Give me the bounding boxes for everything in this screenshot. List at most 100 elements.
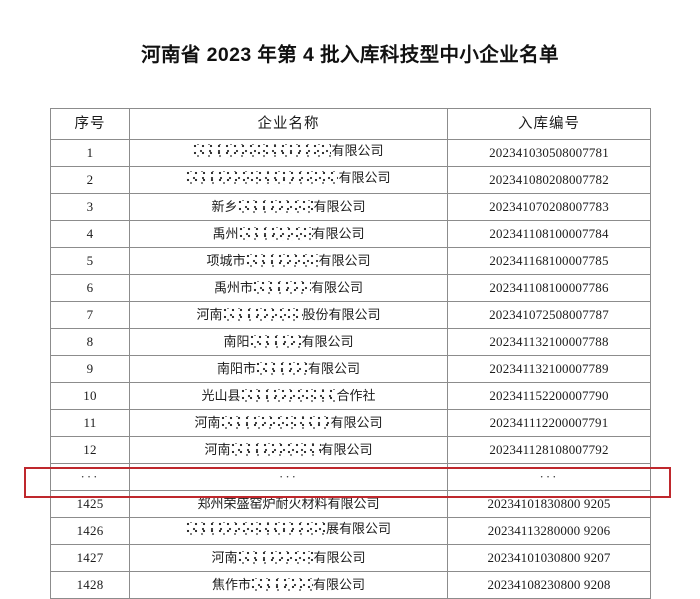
company-name-prefix: 新乡	[211, 198, 238, 214]
registry-table: 序号 企业名称 入库编号 1 有限公司 202341030508007781 2 有限公…	[50, 108, 651, 599]
company-name-suffix: 有限公司	[312, 225, 365, 241]
table-row: 10 光山县 合作社 202341152200007790	[50, 382, 651, 410]
company-name-inner: 河南 股份有限公司	[196, 306, 381, 323]
cell-registry-code: 202341080208007782	[447, 166, 651, 194]
column-header-code: 入库编号	[447, 108, 651, 140]
company-name-suffix: 有限公司	[318, 252, 371, 268]
cell-company-name: 光山县 合作社	[129, 382, 448, 410]
table-row: 1 有限公司 202341030508007781	[50, 139, 651, 167]
table-row: 3 新乡 有限公司 202341070208007783	[50, 193, 651, 221]
redaction-mask	[251, 578, 313, 592]
cell-seq: 1426	[50, 517, 130, 545]
company-name-prefix: ···	[279, 468, 298, 484]
redaction-mask	[193, 144, 332, 159]
company-name-suffix: 有限公司	[301, 333, 354, 349]
company-name-prefix: 光山县	[201, 387, 241, 403]
cell-seq: 11	[50, 409, 130, 437]
company-name-inner: 河南 有限公司	[194, 414, 383, 431]
company-name-inner: 光山县 合作社	[201, 387, 376, 404]
company-name-inner: 焦作市 有限公司	[211, 576, 366, 593]
cell-registry-code: 20234113280000 9206	[447, 517, 651, 545]
cell-registry-code: 202341132100007789	[447, 355, 651, 383]
company-name-suffix: 合作社	[336, 387, 376, 403]
cell-company-name: 禹州市 有限公司	[129, 274, 448, 302]
cell-seq: 6	[50, 274, 130, 302]
cell-company-name: 项城市 有限公司	[129, 247, 448, 275]
redaction-mask	[238, 227, 313, 241]
cell-registry-code: 202341108100007784	[447, 220, 651, 248]
cell-seq: 5	[50, 247, 130, 275]
redaction-mask	[237, 200, 314, 214]
redaction-mask	[253, 281, 311, 295]
cell-seq: 10	[50, 382, 130, 410]
company-name-prefix: 河南	[194, 414, 221, 430]
company-name-suffix: 展有限公司	[325, 520, 391, 536]
company-name-suffix: 有限公司	[313, 549, 366, 565]
cell-company-name: 展有限公司	[129, 517, 448, 545]
company-name-suffix: 有限公司	[313, 576, 366, 592]
table-row: 1425 郑州荣盛窑炉耐火材料有限公司 20234101830800 9205	[50, 490, 651, 518]
column-header-seq: 序号	[50, 108, 130, 140]
company-name-inner: 禹州市 有限公司	[213, 279, 363, 296]
cell-company-name: 河南 有限公司	[129, 544, 448, 572]
cell-registry-code: 202341152200007790	[447, 382, 651, 410]
cell-company-name: 有限公司	[129, 166, 448, 194]
cell-company-name: 有限公司	[129, 139, 448, 167]
table-row: ··· ··· ···	[50, 463, 651, 491]
cell-seq: 8	[50, 328, 130, 356]
company-name-inner: 河南 有限公司	[211, 549, 366, 566]
table-row: 5 项城市 有限公司 202341168100007785	[50, 247, 651, 275]
company-name-inner: 南阳 有限公司	[223, 333, 354, 350]
cell-registry-code: 20234101030800 9207	[447, 544, 651, 572]
company-name-prefix: 河南	[196, 306, 223, 322]
redaction-mask	[220, 416, 331, 430]
company-name-prefix: 焦作市	[211, 576, 251, 592]
cell-company-name: 郑州荣盛窑炉耐火材料有限公司	[129, 490, 448, 518]
cell-company-name: 河南 有限公司	[129, 409, 448, 437]
redaction-mask	[230, 443, 321, 457]
company-name-inner: 南阳市 有限公司	[216, 360, 361, 377]
cell-seq: 1428	[50, 571, 130, 599]
table-row: 1427 河南 有限公司 20234101030800 9207	[50, 544, 651, 572]
company-name-inner: 项城市 有限公司	[206, 252, 371, 269]
company-name-suffix: 有限公司	[330, 414, 383, 430]
company-name-prefix: 南阳市	[216, 360, 256, 376]
table-row: 7 河南 股份有限公司 202341072508007787	[50, 301, 651, 329]
cell-company-name: ···	[129, 463, 448, 491]
company-name-prefix: 南阳	[223, 333, 250, 349]
company-name-inner: 新乡 有限公司	[211, 198, 366, 215]
company-name-suffix: 有限公司	[331, 142, 384, 158]
redaction-mask	[240, 389, 337, 403]
company-name-inner: 有限公司	[193, 142, 384, 159]
cell-seq: 1427	[50, 544, 130, 572]
cell-seq: ···	[50, 463, 130, 491]
company-name-inner: 展有限公司	[185, 520, 391, 537]
company-name-suffix: 有限公司	[313, 198, 366, 214]
cell-registry-code: 20234101830800 9205	[447, 490, 651, 518]
redaction-mask	[237, 551, 314, 565]
cell-seq: 4	[50, 220, 130, 248]
table-row: 4 禹州 有限公司 202341108100007784	[50, 220, 651, 248]
company-name-prefix: 禹州	[212, 225, 239, 241]
cell-seq: 1	[50, 139, 130, 167]
company-name-prefix: 禹州市	[213, 279, 253, 295]
company-name-suffix: 有限公司	[320, 441, 373, 457]
cell-company-name: 新乡 有限公司	[129, 193, 448, 221]
table-row: 1426 展有限公司 20234113280000 9206	[50, 517, 651, 545]
table-row: 8 南阳 有限公司 202341132100007788	[50, 328, 651, 356]
company-name-inner: 有限公司	[186, 170, 391, 186]
cell-seq: 1425	[50, 490, 130, 518]
company-name-suffix: 股份有限公司	[302, 306, 381, 322]
company-name-prefix: 郑州荣盛窑炉耐火材料有限公司	[197, 495, 380, 511]
cell-registry-code: 202341030508007781	[447, 139, 651, 167]
cell-seq: 2	[50, 166, 130, 194]
cell-registry-code: 202341168100007785	[447, 247, 651, 275]
cell-seq: 7	[50, 301, 130, 329]
company-name-suffix: 有限公司	[308, 360, 361, 376]
cell-registry-code: 20234108230800 9208	[447, 571, 651, 599]
table-row: 1428 焦作市 有限公司 20234108230800 9208	[50, 571, 651, 599]
page-title: 河南省 2023 年第 4 批入库科技型中小企业名单	[141, 44, 559, 66]
company-name-inner: 禹州 有限公司	[212, 225, 365, 242]
cell-company-name: 焦作市 有限公司	[129, 571, 448, 599]
